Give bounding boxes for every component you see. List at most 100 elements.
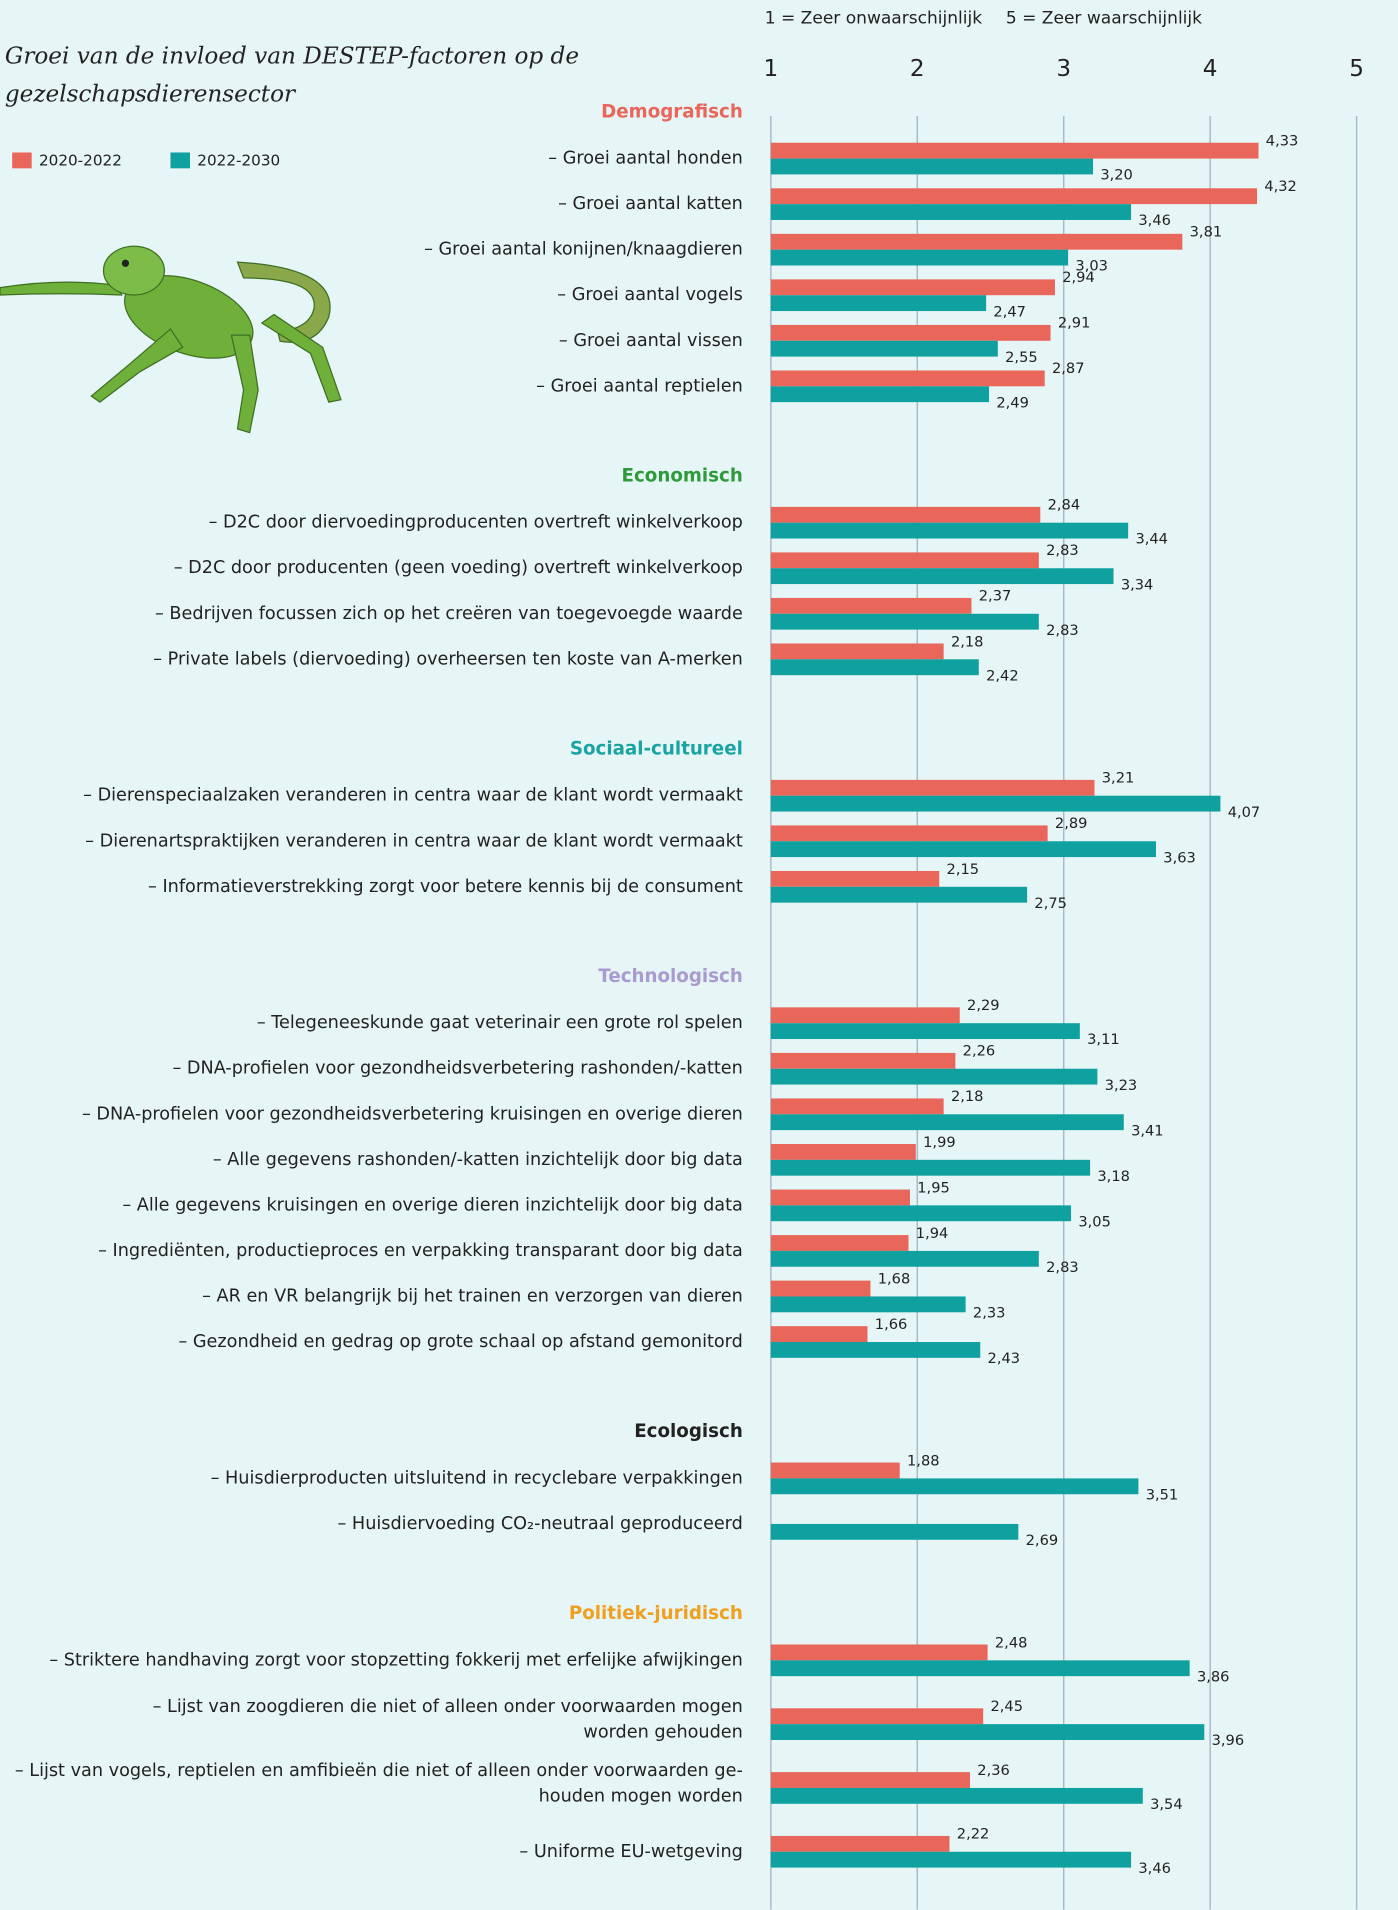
group-header: Economisch — [622, 465, 743, 486]
value-label: 2,75 — [1034, 895, 1067, 912]
category-label: houden mogen worden — [539, 1786, 743, 1806]
bar — [770, 795, 1221, 812]
value-label: 3,41 — [1131, 1122, 1164, 1139]
category-label: – Gezondheid en gedrag op grote schaal o… — [178, 1332, 742, 1352]
bar — [770, 370, 1045, 387]
value-label: 1,66 — [875, 1316, 908, 1333]
value-label: 2,29 — [967, 997, 1000, 1014]
group-header: Sociaal-cultureel — [570, 738, 743, 759]
bar — [770, 1342, 981, 1358]
category-label: – Groei aantal vissen — [559, 331, 743, 351]
bar — [770, 597, 972, 614]
value-label: 2,83 — [1046, 542, 1079, 559]
category-label: – Bedrijven focussen zich op het creëren… — [155, 604, 743, 624]
bar — [770, 1644, 988, 1661]
value-label: 2,83 — [1046, 622, 1079, 639]
legend-label: 2022-2030 — [197, 152, 280, 170]
value-label: 2,26 — [963, 1043, 996, 1060]
bar — [770, 233, 1183, 250]
category-label: – Groei aantal reptielen — [536, 376, 743, 396]
bar — [770, 1280, 871, 1297]
x-tick-label: 3 — [1056, 56, 1071, 82]
bar — [770, 841, 1156, 858]
bar — [770, 1708, 984, 1725]
value-label: 1,99 — [923, 1134, 956, 1151]
bar — [770, 1851, 1132, 1868]
value-label: 2,91 — [1058, 315, 1091, 332]
value-label: 3,11 — [1087, 1031, 1120, 1048]
bar — [770, 295, 987, 312]
category-label: – Private labels (diervoeding) overheers… — [153, 649, 743, 669]
value-label: 2,15 — [947, 861, 980, 878]
value-label: 2,36 — [977, 1762, 1010, 1779]
bar — [770, 825, 1048, 842]
bar — [770, 1189, 910, 1206]
category-label: – Alle gegevens kruisingen en overige di… — [122, 1195, 743, 1215]
category-label: – D2C door producenten (geen voeding) ov… — [174, 558, 743, 578]
bar — [770, 1772, 971, 1788]
value-label: 3,03 — [1075, 258, 1108, 275]
value-label: 1,88 — [907, 1452, 940, 1469]
value-label: 2,48 — [995, 1634, 1028, 1651]
value-label: 3,86 — [1197, 1668, 1230, 1685]
bar — [770, 324, 1051, 341]
value-label: 3,46 — [1138, 1860, 1171, 1877]
value-label: 2,94 — [1062, 269, 1095, 286]
bar — [770, 870, 940, 887]
bar — [770, 1326, 868, 1343]
lizard-illustration — [0, 245, 342, 434]
category-label: – Informatieverstrekking zorgt voor bete… — [148, 877, 743, 897]
value-label: 2,45 — [990, 1698, 1023, 1715]
bar — [770, 249, 1069, 266]
bar — [770, 522, 1129, 539]
bar — [770, 1235, 909, 1251]
category-label: – Lijst van zoogdieren die niet of allee… — [153, 1697, 743, 1717]
value-label: 2,83 — [1046, 1259, 1079, 1276]
bar — [770, 1114, 1124, 1131]
category-label: – Striktere handhaving zorgt voor stopze… — [49, 1650, 743, 1670]
value-label: 2,69 — [1026, 1532, 1059, 1549]
value-label: 2,42 — [986, 667, 1019, 684]
bar — [770, 886, 1028, 903]
value-label: 3,51 — [1146, 1486, 1179, 1503]
bar — [770, 779, 1095, 796]
value-label: 2,33 — [973, 1305, 1006, 1322]
category-label: – Groei aantal honden — [548, 149, 743, 169]
value-label: 3,05 — [1078, 1213, 1111, 1230]
bar — [770, 1724, 1205, 1740]
category-label: – Dierenspeciaalzaken veranderen in cent… — [83, 786, 743, 806]
chart-title: Groei van de invloed van DESTEP-factoren… — [5, 44, 579, 70]
bar — [770, 204, 1132, 220]
category-label: – Groei aantal vogels — [557, 285, 743, 305]
bar — [770, 142, 1259, 159]
bar — [770, 1660, 1190, 1677]
value-label: 2,43 — [988, 1350, 1021, 1367]
bar — [770, 1007, 960, 1024]
category-label: – D2C door diervoedingproducenten overtr… — [209, 513, 743, 533]
bar — [770, 568, 1114, 585]
category-label: – Uniforme EU-wetgeving — [519, 1842, 742, 1862]
value-label: 2,87 — [1052, 360, 1085, 377]
x-tick-label: 4 — [1203, 56, 1218, 82]
bar — [770, 506, 1041, 523]
value-label: 2,49 — [996, 394, 1029, 411]
scale-note: 5 = Zeer waarschijnlijk — [1006, 9, 1202, 29]
category-label: – AR en VR belangrijk bij het trainen en… — [202, 1286, 743, 1306]
value-label: 3,21 — [1102, 770, 1135, 787]
category-label: – Telegeneeskunde gaat veterinair een gr… — [257, 1013, 743, 1033]
value-label: 3,63 — [1163, 849, 1196, 866]
group-header: Demografisch — [601, 101, 743, 122]
value-label: 2,89 — [1055, 815, 1088, 832]
category-label: worden gehouden — [583, 1723, 742, 1743]
category-label: – Dierenartspraktijken veranderen in cen… — [85, 831, 743, 851]
bar — [770, 1462, 900, 1479]
value-label: 2,47 — [993, 303, 1026, 320]
value-label: 2,18 — [951, 1088, 984, 1105]
category-label: – Alle gegevens rashonden/-katten inzich… — [213, 1150, 743, 1170]
value-label: 4,32 — [1264, 178, 1297, 195]
bar — [770, 1250, 1039, 1267]
bar — [770, 1296, 966, 1313]
value-label: 4,07 — [1228, 804, 1261, 821]
bar — [770, 1052, 956, 1069]
